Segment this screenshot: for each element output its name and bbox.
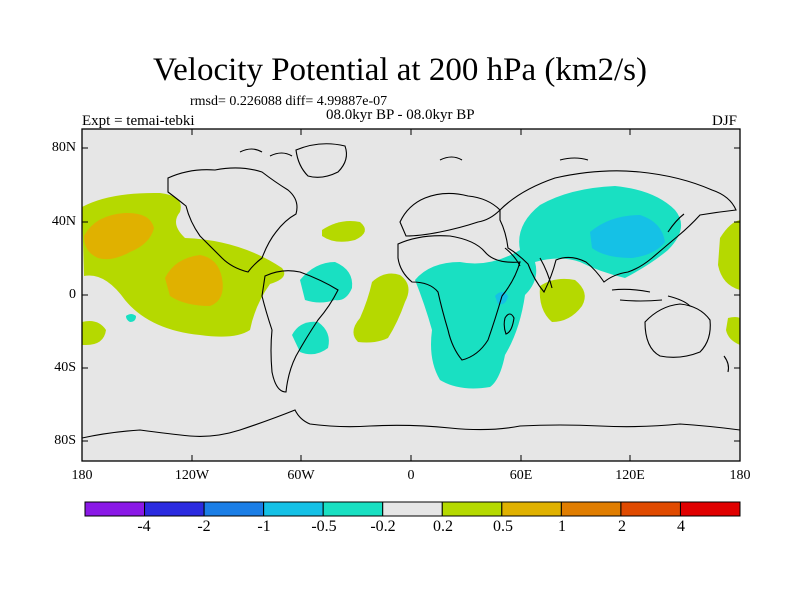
colorbar-swatch [263,501,324,517]
east-edge-positive-region [726,317,740,345]
colorbar-label: 0.5 [493,518,513,535]
antarctica-coastline [82,409,740,439]
y-tick-label: 80N [51,140,76,155]
colorbar-label: -1 [257,518,271,535]
south-america-negative-region [300,262,353,303]
colorbar [84,501,741,517]
africa-coastline [397,235,521,361]
period-label: 08.0kyr BP - 08.0kyr BP [326,107,475,123]
colorbar-swatch [382,501,443,517]
coastlines [82,143,740,439]
colorbar-label: -2 [197,518,211,535]
x-tick-label: 0 [407,468,415,483]
x-tick-label: 180 [729,468,751,483]
colorbar-label: -4 [137,518,151,535]
rmsd-diff-stats: rmsd= 0.226088 diff= 4.99887e-07 [190,94,388,109]
south-pacific-positive-region [82,321,106,345]
x-tick-label: 180 [71,468,93,483]
colorbar-label: 0.2 [433,518,453,535]
x-tick-label: 120W [174,468,210,483]
north-pacific-strong-positive [84,212,154,260]
central-pacific-strong-positive [165,255,223,306]
new-zealand-coastline [723,355,730,373]
colorbar-swatch [144,501,205,517]
colorbar-swatch [441,501,503,517]
north-atlantic-positive-region [322,221,365,242]
indian-ocean-positive-region [539,278,585,322]
indonesia-coastline [611,288,691,307]
colorbar-swatch [620,501,681,517]
north-america-coastline [167,167,298,273]
colorbar-swatch [322,501,384,517]
x-tick-label: 60W [287,468,315,483]
asia-coastline [499,170,737,293]
japan-coastline [667,213,685,233]
colorbar-swatch [501,501,562,517]
east-asia-strong-negative [590,215,665,258]
colorbar-swatch [84,501,146,517]
colorbar-label: 4 [677,518,685,535]
colorbar-label: 2 [618,518,626,535]
madagascar-coastline [503,313,515,335]
y-tick-label: 80S [54,433,76,448]
y-tick-label: 40S [54,360,76,375]
y-tick-label: 40N [51,214,76,229]
experiment-label: Expt = temai-tebki [82,113,195,129]
australia-coastline [644,303,711,358]
season-label: DJF [712,113,738,129]
plot-title: Velocity Potential at 200 hPa (km2/s) [152,52,648,88]
greenland-coastline [295,143,347,178]
strong-positive-regions [84,212,223,306]
arctic-islands-coastline [239,148,589,161]
south-atlantic-positive-region [353,273,409,343]
axis-ticks [82,129,740,461]
south-pacific-small-negative-region [126,314,136,322]
colorbar-label: 1 [558,518,566,535]
x-tick-label: 120E [615,468,645,483]
y-tick-label: 0 [69,287,76,302]
x-tick-label: 60E [509,468,533,483]
colorbar-swatch [560,501,622,517]
arabia-india-coastline [504,247,553,289]
west-pacific-positive-region [718,220,740,290]
strong-negative-regions [495,215,665,305]
colorbar-swatch [679,501,741,517]
south-america-coastline [261,270,339,393]
colorbar-label: -0.2 [370,518,396,535]
colorbar-swatch [203,501,265,517]
colorbar-label: -0.5 [311,518,337,535]
